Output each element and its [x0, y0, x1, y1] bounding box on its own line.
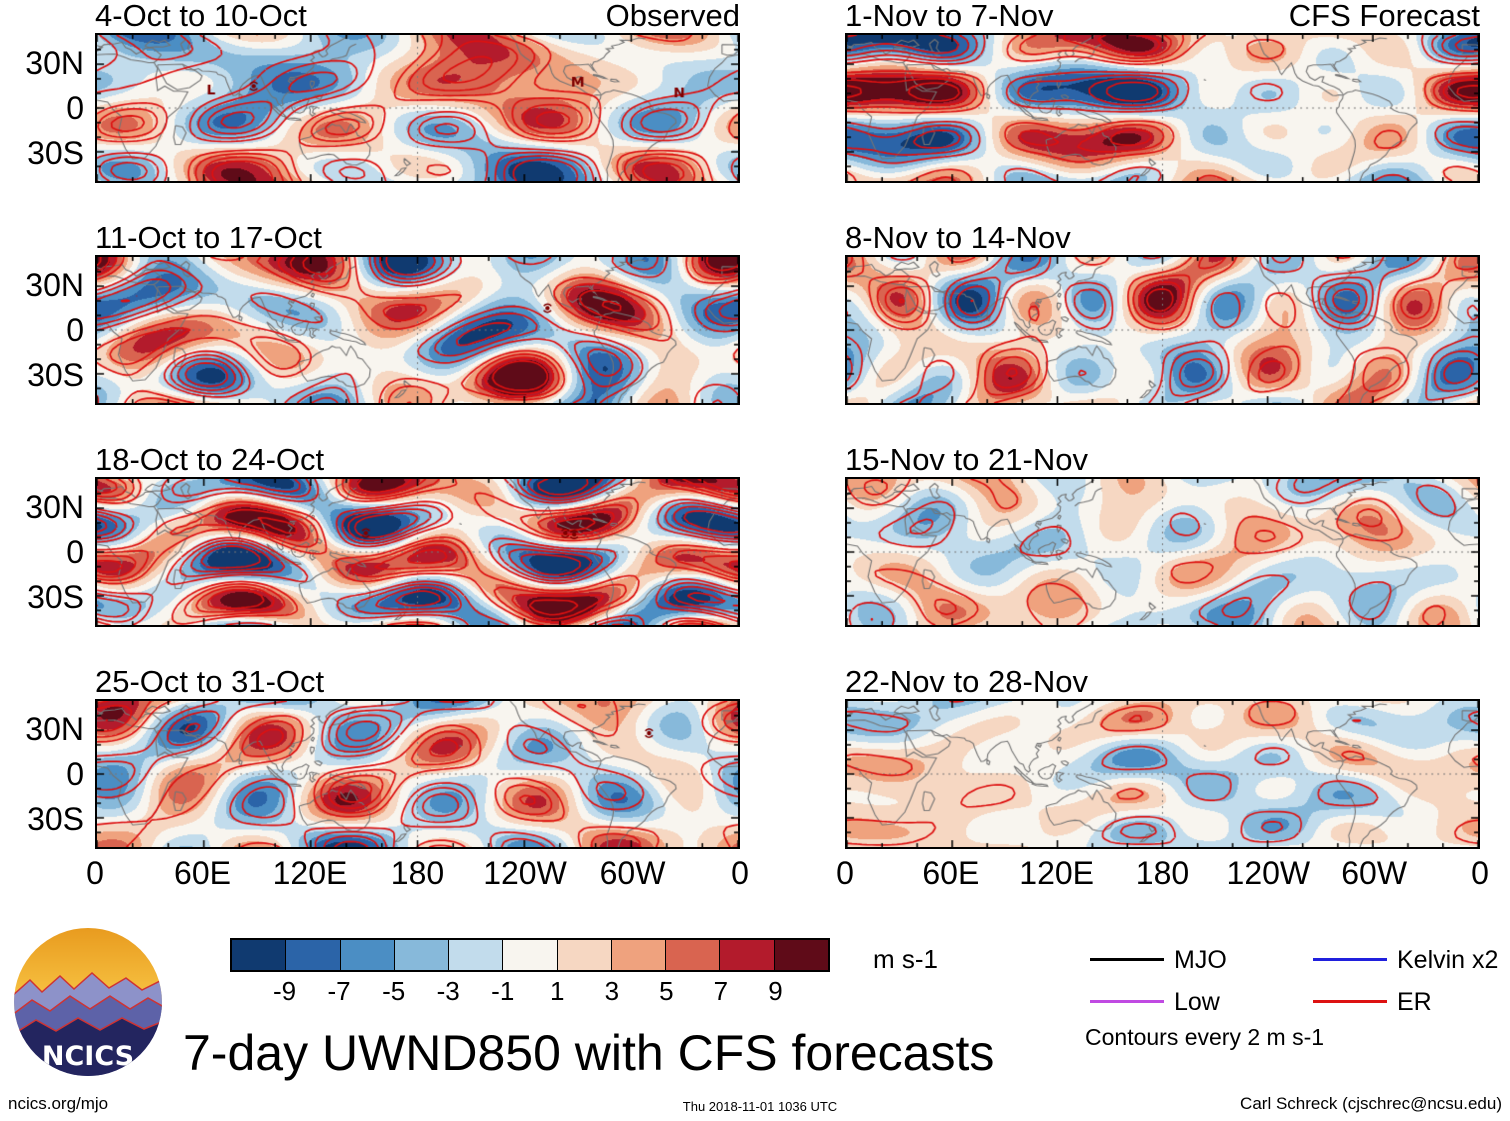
kelvin-line-sample — [1313, 958, 1387, 961]
colorbar-segment — [448, 940, 503, 970]
x-tick-label: 180 — [390, 855, 445, 891]
map-panel-5: 8-Nov to 14-Nov — [845, 220, 1480, 405]
ncics-logo: NCICS — [14, 928, 162, 1076]
wind-anomaly-map — [847, 479, 1478, 625]
y-tick-label: 30N — [25, 711, 84, 747]
y-tick-label: 30S — [27, 801, 84, 837]
y-tick-label: 30N — [25, 45, 84, 81]
footer-timestamp: Thu 2018-11-01 1036 UTC — [682, 1099, 838, 1114]
x-tick-label: 120E — [272, 855, 348, 891]
y-tick-label: 0 — [66, 756, 84, 792]
er-line-sample — [1313, 1000, 1387, 1003]
map-panel-7: 22-Nov to 28-Nov — [845, 664, 1480, 849]
colorbar-tick-label: 3 — [604, 976, 620, 1006]
colorbar-units: m s-1 — [873, 944, 938, 974]
colorbar-tick-label: -7 — [327, 976, 351, 1006]
y-tick-label: 30S — [27, 357, 84, 393]
wind-anomaly-map — [97, 701, 738, 847]
colorbar-segment — [232, 940, 286, 970]
wind-anomaly-map — [97, 35, 738, 181]
colorbar-tick-label: -1 — [491, 976, 515, 1006]
y-tick-label: 30S — [27, 135, 84, 171]
panel-title: 11-Oct to 17-Oct — [95, 220, 322, 255]
wind-anomaly-map — [847, 701, 1478, 847]
map-panel-3: 25-Oct to 31-Oct — [95, 664, 740, 849]
y-tick-label: 30S — [27, 579, 84, 615]
panel-title: 22-Nov to 28-Nov — [845, 664, 1088, 699]
logo-text: NCICS — [42, 1041, 134, 1072]
wind-anomaly-map — [847, 35, 1478, 181]
colorbar-segment — [719, 940, 774, 970]
x-tick-label: 60E — [174, 855, 231, 891]
x-tick-label: 0 — [1471, 855, 1489, 891]
footer-author: Carl Schreck (cjschrec@ncsu.edu) — [1240, 1094, 1502, 1113]
legend-label-mjo: MJO — [1174, 946, 1227, 974]
colorbar-segment — [773, 940, 828, 970]
map-panel-0: 4-Oct to 10-Oct Observed — [95, 0, 740, 183]
footer-url: ncics.org/mjo — [8, 1094, 109, 1113]
map-panel-1: 11-Oct to 17-Oct — [95, 220, 740, 405]
x-tick-label: 120W — [1226, 855, 1311, 891]
x-tick-label: 60W — [1341, 855, 1408, 891]
legend-label-low: Low — [1174, 988, 1220, 1016]
y-tick-label: 0 — [66, 534, 84, 570]
mjo-line-sample — [1090, 958, 1164, 961]
colorbar-tick-label: -9 — [272, 976, 297, 1006]
legend-label-kelvin: Kelvin x2 — [1397, 946, 1499, 974]
colorbar-tick-label: 7 — [713, 976, 729, 1006]
map-panel-4: 1-Nov to 7-Nov CFS Forecast — [845, 0, 1480, 183]
x-tick-label: 120E — [1019, 855, 1095, 891]
colorbar-segment — [610, 940, 666, 970]
column-header-forecast: CFS Forecast — [1288, 0, 1480, 33]
x-tick-label: 0 — [86, 855, 104, 891]
contour-interval-note: Contours every 2 m s-1 — [1085, 1024, 1325, 1050]
panel-title: 15-Nov to 21-Nov — [845, 442, 1088, 477]
x-tick-label: 0 — [731, 855, 749, 891]
x-tick-label: 0 — [836, 855, 854, 891]
column-header-observed: Observed — [605, 0, 740, 33]
y-tick-label: 0 — [66, 312, 84, 348]
figure-title: 7-day UWND850 with CFS forecasts — [183, 1025, 995, 1081]
colorbar-segment — [393, 940, 449, 970]
x-tick-label: 180 — [1135, 855, 1190, 891]
y-tick-label: 0 — [66, 90, 84, 126]
panel-title: 18-Oct to 24-Oct — [95, 442, 325, 477]
wind-anomaly-map — [97, 479, 738, 625]
colorbar-tick-label: 9 — [768, 976, 783, 1006]
colorbar-segment — [556, 940, 611, 970]
y-tick-label: 30N — [25, 267, 84, 303]
wind-anomaly-map — [847, 257, 1478, 403]
colorbar-segment — [285, 940, 340, 970]
panel-title: 4-Oct to 10-Oct — [95, 0, 307, 33]
legend-label-er: ER — [1397, 988, 1432, 1016]
colorbar-segment — [502, 940, 557, 970]
colorbar-segment — [339, 940, 394, 970]
logo-mountain-front — [14, 1017, 162, 1076]
colorbar-tick-label: -5 — [382, 976, 406, 1006]
map-panel-2: 18-Oct to 24-Oct — [95, 442, 740, 627]
x-tick-label: 60E — [922, 855, 980, 891]
low-line-sample — [1090, 1000, 1164, 1003]
x-tick-label: 120W — [483, 855, 567, 891]
y-tick-label: 30N — [25, 489, 84, 525]
x-tick-label: 60W — [599, 855, 666, 891]
colorbar — [230, 938, 830, 972]
colorbar-segment — [665, 940, 720, 970]
colorbar-tick-label: 5 — [659, 976, 674, 1006]
map-panel-6: 15-Nov to 21-Nov — [845, 442, 1480, 627]
colorbar-tick-label: -3 — [436, 976, 460, 1006]
colorbar-tick-label: 1 — [550, 976, 565, 1006]
colorbar-tick-labels: -9 -7 -5 -3 -1 1 3 5 7 9 — [230, 976, 830, 1006]
panel-title: 1-Nov to 7-Nov — [845, 0, 1054, 33]
wind-anomaly-map — [97, 257, 738, 403]
panel-title: 8-Nov to 14-Nov — [845, 220, 1071, 255]
panel-title: 25-Oct to 31-Oct — [95, 664, 325, 699]
